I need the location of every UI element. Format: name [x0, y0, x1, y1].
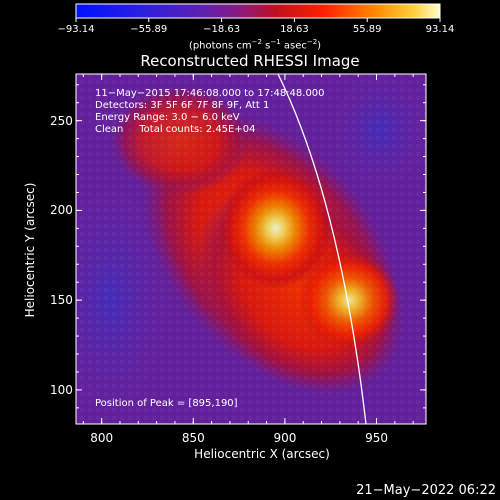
y-tick-label: 250	[50, 113, 73, 128]
chart-title: Reconstructed RHESSI Image	[140, 52, 360, 70]
peak-position-note: Position of Peak = [895,190]	[95, 398, 238, 409]
info-detectors: Detectors: 3F 5F 6F 7F 8F 9F, Att 1	[95, 100, 270, 111]
y-tick-label: 200	[50, 203, 73, 218]
info-clean-counts: Clean Total counts: 2.45E+04	[95, 124, 256, 135]
axis-tickmarks	[76, 74, 426, 424]
colorbar-gradient	[75, 3, 441, 19]
plot-frame	[75, 73, 427, 425]
info-time-range: 11−May−2015 17:46:08.000 to 17:48:48.000	[95, 88, 325, 99]
x-tick-label: 950	[365, 431, 388, 445]
colorbar-tick-label: −93.14	[57, 24, 95, 35]
x-tick-label: 900	[273, 431, 297, 445]
x-tick-label: 850	[181, 431, 205, 445]
colorbar-tickmarks	[75, 18, 441, 22]
x-axis-label: Heliocentric X (arcsec)	[194, 447, 330, 461]
colorbar-tick-label: 18.63	[280, 24, 309, 35]
heatmap-image	[76, 74, 426, 424]
colorbar-tick-label: 93.14	[425, 24, 455, 35]
colorbar	[75, 3, 441, 22]
y-axis-label: Heliocentric Y (arcsec)	[23, 182, 37, 318]
colorbar-tick-label: −18.63	[203, 24, 241, 35]
colorbar-tick-label: −55.89	[130, 24, 168, 35]
solar-limb	[277, 74, 367, 424]
y-tick-label: 150	[50, 293, 73, 308]
date-stamp: 21−May−2022 06:22	[356, 483, 496, 498]
colorbar-unit: (photons cm−2 s−1 asec−2)	[188, 38, 322, 52]
colorbar-tick-label: 55.89	[352, 24, 382, 35]
y-tick-label: 100	[50, 382, 73, 397]
x-tick-label: 800	[90, 431, 114, 445]
info-energy-range: Energy Range: 3.0 − 6.0 keV	[95, 112, 240, 123]
